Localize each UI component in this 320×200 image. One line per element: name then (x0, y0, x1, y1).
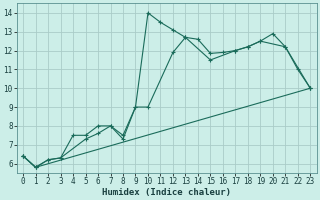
X-axis label: Humidex (Indice chaleur): Humidex (Indice chaleur) (102, 188, 231, 197)
